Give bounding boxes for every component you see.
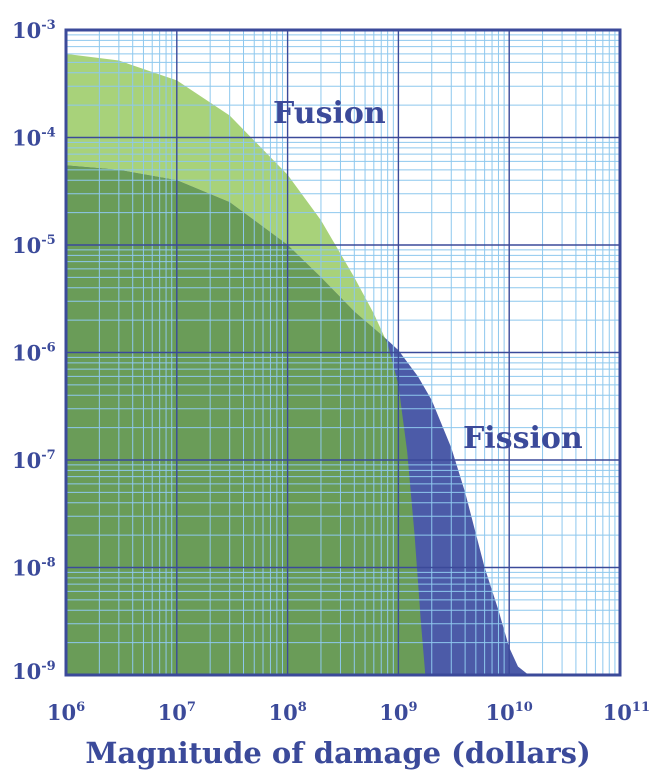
- x-tick-label-base: 10: [158, 700, 187, 725]
- overlap-area: [66, 165, 426, 675]
- y-tick-label-exponent: -5: [41, 233, 55, 248]
- y-tick-label-exponent: -7: [41, 448, 55, 463]
- y-tick-label-exponent: -9: [41, 659, 55, 674]
- y-tick-label: 10-6: [12, 341, 56, 366]
- x-tick-label-exponent: 10: [515, 700, 533, 715]
- y-tick-label-exponent: -6: [41, 341, 55, 356]
- areas-layer: [66, 53, 529, 675]
- fission-series-label: Fission: [463, 421, 583, 456]
- grid-lines: [66, 30, 620, 675]
- x-tick-label-base: 10: [486, 700, 515, 725]
- y-tick-label-exponent: -8: [41, 556, 55, 571]
- y-tick-label: 10-8: [12, 556, 56, 581]
- y-tick-label: 10-7: [12, 448, 56, 473]
- x-tick-label: 106: [47, 700, 85, 725]
- x-tick-label-exponent: 6: [76, 700, 85, 715]
- y-tick-label-base: 10: [12, 126, 41, 151]
- y-tick-label-base: 10: [12, 233, 41, 258]
- x-tick-label-exponent: 11: [632, 700, 650, 715]
- x-tick-label: 1010: [486, 700, 533, 725]
- fusion-series-label: Fusion: [273, 96, 386, 131]
- y-tick-label: 10-3: [12, 18, 56, 43]
- x-tick-label: 108: [268, 700, 306, 725]
- x-tick-label: 109: [379, 700, 417, 725]
- y-tick-label-exponent: -3: [41, 18, 55, 33]
- y-tick-label: 10-9: [12, 659, 56, 684]
- x-tick-label-base: 10: [47, 700, 76, 725]
- y-tick-label-base: 10: [12, 341, 41, 366]
- y-tick-label-base: 10: [12, 659, 41, 684]
- x-tick-label: 107: [158, 700, 196, 725]
- x-tick-labels: 106 107 108 109 1010 1011: [47, 700, 650, 725]
- x-tick-label-base: 10: [379, 700, 408, 725]
- x-tick-label-exponent: 9: [408, 700, 417, 715]
- x-axis-title: Magnitude of damage (dollars): [85, 736, 590, 770]
- x-tick-label-base: 10: [603, 700, 632, 725]
- y-tick-label: 10-5: [12, 233, 56, 258]
- x-tick-label-exponent: 8: [298, 700, 307, 715]
- plot-frame: [64, 28, 622, 677]
- y-tick-label-base: 10: [12, 448, 41, 473]
- x-tick-label: 1011: [603, 700, 650, 725]
- x-tick-label-base: 10: [268, 700, 297, 725]
- y-tick-label-exponent: -4: [41, 126, 55, 141]
- y-tick-label-base: 10: [12, 556, 41, 581]
- y-tick-labels: 10-310-410-510-610-710-810-9: [12, 18, 56, 684]
- y-tick-label: 10-4: [12, 126, 56, 151]
- y-tick-label-base: 10: [12, 18, 41, 43]
- x-tick-label-exponent: 7: [187, 700, 196, 715]
